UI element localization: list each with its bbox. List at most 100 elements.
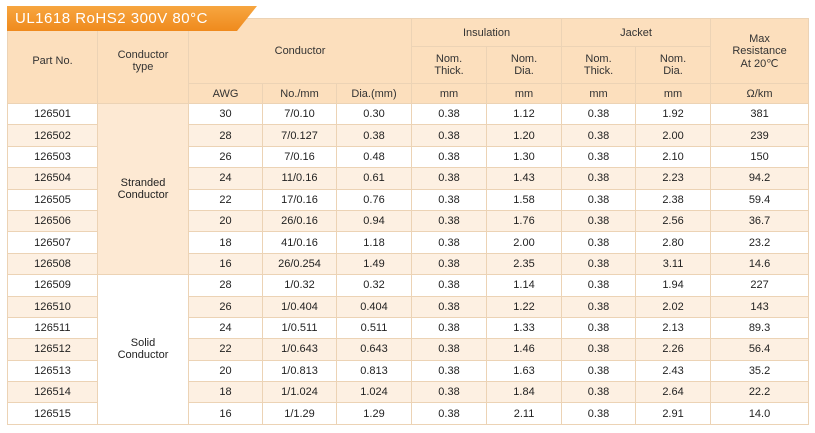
- table-cell: 14.0: [710, 402, 810, 425]
- table-cell: 30: [188, 102, 263, 126]
- table-cell: 2.00: [635, 124, 712, 147]
- table-cell: 35.2: [710, 359, 810, 383]
- table-cell: 14.6: [710, 252, 810, 276]
- table-cell: 2.56: [635, 209, 712, 233]
- table-cell: 0.38: [411, 167, 488, 190]
- table-row: 126513 20 1/0.813 0.813 0.38 1.63 0.38 2.43 35.2: [7, 359, 810, 383]
- header-cell: Dia.(mm): [335, 83, 413, 104]
- table-cell: 143: [710, 295, 810, 318]
- table-cell: 0.38: [561, 167, 637, 190]
- table-cell: 0.38: [561, 359, 637, 383]
- table-cell: 126506: [7, 209, 98, 233]
- table-row: 126515 16 1/1.29 1.29 0.38 2.11 0.38 2.91 14.0: [7, 402, 810, 425]
- table-cell: 1.18: [335, 231, 413, 254]
- table-cell: 7/0.127: [262, 124, 337, 147]
- table-cell: 24: [188, 316, 263, 340]
- table-cell: 0.38: [561, 145, 637, 169]
- table-cell: 24: [188, 167, 263, 190]
- header-cell: Insulation: [411, 18, 563, 47]
- table-cell: 7/0.16: [262, 145, 337, 169]
- table-cell: 126504: [7, 167, 98, 190]
- table-cell: 1/1.024: [262, 381, 337, 404]
- table-cell: 239: [710, 124, 810, 147]
- table-cell: 150: [710, 145, 810, 169]
- table-cell: 2.11: [486, 402, 563, 425]
- table-cell: 0.38: [561, 274, 637, 297]
- table-cell: 22.2: [710, 381, 810, 404]
- table-cell: 0.38: [561, 381, 637, 404]
- header-cell: Conductor type: [97, 18, 189, 104]
- table-cell: 2.43: [635, 359, 712, 383]
- header-cell: mm: [486, 83, 563, 104]
- group-cell: Solid Conductor: [97, 274, 189, 425]
- group-cell: Stranded Conductor: [97, 102, 189, 276]
- table-cell: 126508: [7, 252, 98, 276]
- header-text: Nom. Thick.: [434, 53, 464, 77]
- table-row: 126502 28 7/0.127 0.38 0.38 1.20 0.38 2.00 239: [7, 124, 810, 147]
- table-cell: 16: [188, 252, 263, 276]
- table-cell: 0.30: [335, 102, 413, 126]
- table-cell: 7/0.10: [262, 102, 337, 126]
- table-cell: 1/0.32: [262, 274, 337, 297]
- table-cell: 0.38: [561, 231, 637, 254]
- table-row: 126511 24 1/0.511 0.511 0.38 1.33 0.38 2.13 89.3: [7, 316, 810, 340]
- table-cell: 0.94: [335, 209, 413, 233]
- table-cell: 126509: [7, 274, 98, 297]
- table-cell: 1/0.643: [262, 338, 337, 361]
- table-cell: 20: [188, 359, 263, 383]
- header-cell: Part No.: [7, 18, 98, 104]
- table-cell: 26: [188, 295, 263, 318]
- table-cell: 1.92: [635, 102, 712, 126]
- table-cell: 0.38: [561, 295, 637, 318]
- table-cell: 126513: [7, 359, 98, 383]
- group-label: Stranded Conductor: [117, 177, 169, 202]
- table-cell: 0.38: [561, 102, 637, 126]
- table-cell: 20: [188, 209, 263, 233]
- table-cell: 381: [710, 102, 810, 126]
- header-cell: mm: [411, 83, 488, 104]
- table-row: 126514 18 1/1.024 1.024 0.38 1.84 0.38 2.64 22.2: [7, 381, 810, 404]
- table-cell: 17/0.16: [262, 188, 337, 211]
- header-text: Max Resistance At 20℃: [732, 32, 787, 70]
- table-cell: 56.4: [710, 338, 810, 361]
- table-cell: 0.38: [411, 209, 488, 233]
- table-cell: 2.38: [635, 188, 712, 211]
- table-cell: 0.38: [561, 338, 637, 361]
- group-label: Solid Conductor: [117, 337, 169, 362]
- table-cell: 1.024: [335, 381, 413, 404]
- table-cell: 1/0.813: [262, 359, 337, 383]
- table-row: 126505 22 17/0.16 0.76 0.38 1.58 0.38 2.38 59.4: [7, 188, 810, 211]
- table-cell: 1.30: [486, 145, 563, 169]
- table-cell: 2.91: [635, 402, 712, 425]
- table-cell: 0.38: [411, 274, 488, 297]
- table-cell: 1.58: [486, 188, 563, 211]
- table-cell: 26: [188, 145, 263, 169]
- table-cell: 0.32: [335, 274, 413, 297]
- table-cell: 3.11: [635, 252, 712, 276]
- header-cell: Nom. Thick.: [561, 46, 637, 84]
- table-cell: 126512: [7, 338, 98, 361]
- table-cell: 0.38: [411, 231, 488, 254]
- table-cell: 1.63: [486, 359, 563, 383]
- header-text: Nom. Dia.: [510, 53, 538, 77]
- table-cell: 0.38: [411, 295, 488, 318]
- table-cell: 1/1.29: [262, 402, 337, 425]
- table-cell: 18: [188, 231, 263, 254]
- table-cell: 23.2: [710, 231, 810, 254]
- table-cell: 1/0.404: [262, 295, 337, 318]
- table-row: 126512 22 1/0.643 0.643 0.38 1.46 0.38 2.26 56.4: [7, 338, 810, 361]
- table-cell: 0.38: [335, 124, 413, 147]
- table-cell: 2.64: [635, 381, 712, 404]
- table-cell: 22: [188, 188, 263, 211]
- header-cell: mm: [635, 83, 712, 104]
- table-cell: 0.38: [561, 252, 637, 276]
- table-cell: 0.38: [561, 402, 637, 425]
- table-cell: 126503: [7, 145, 98, 169]
- table-row: 126501 Stranded Conductor 30 7/0.10 0.30 0.38…: [7, 102, 810, 276]
- table-cell: 126514: [7, 381, 98, 404]
- table-cell: 0.38: [411, 252, 488, 276]
- table-cell: 41/0.16: [262, 231, 337, 254]
- table-cell: 0.48: [335, 145, 413, 169]
- table-cell: 0.813: [335, 359, 413, 383]
- table-cell: 2.80: [635, 231, 712, 254]
